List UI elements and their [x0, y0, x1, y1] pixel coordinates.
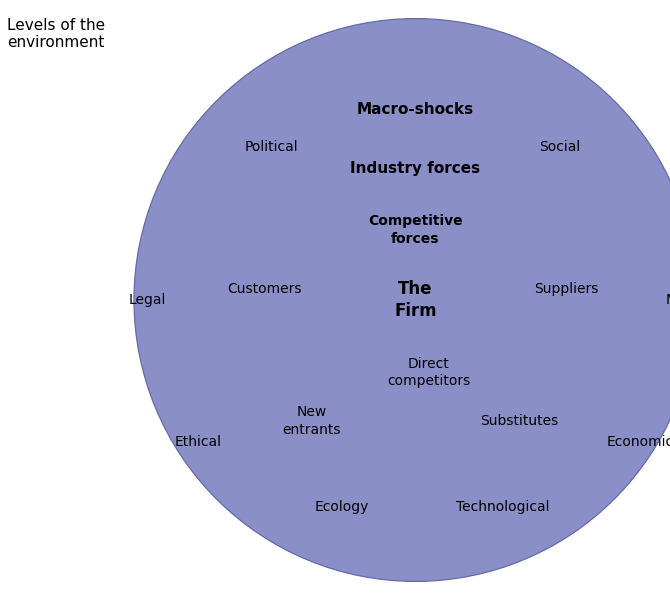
- Text: Legal: Legal: [129, 293, 166, 307]
- Text: Industry forces: Industry forces: [350, 161, 480, 176]
- Text: Suppliers: Suppliers: [534, 282, 598, 296]
- Ellipse shape: [211, 95, 620, 505]
- Text: Customers: Customers: [227, 282, 302, 296]
- Text: The
Firm: The Firm: [394, 280, 437, 320]
- Ellipse shape: [134, 19, 670, 581]
- Text: Economic: Economic: [606, 436, 670, 449]
- Text: Levels of the
environment: Levels of the environment: [7, 18, 105, 50]
- Text: New
entrants: New entrants: [282, 405, 341, 437]
- Text: Technological: Technological: [456, 500, 549, 514]
- Text: Substitutes: Substitutes: [480, 414, 558, 428]
- Ellipse shape: [285, 169, 546, 431]
- Text: Ecology: Ecology: [314, 500, 369, 514]
- Text: Competitive
forces: Competitive forces: [368, 214, 463, 246]
- Ellipse shape: [358, 243, 472, 357]
- Text: Social: Social: [539, 140, 580, 154]
- Text: Macro-shocks: Macro-shocks: [357, 102, 474, 117]
- Text: Political: Political: [245, 140, 298, 154]
- Text: Ethical: Ethical: [174, 436, 221, 449]
- Text: Direct
competitors: Direct competitors: [387, 357, 470, 388]
- Text: Media: Media: [666, 293, 670, 307]
